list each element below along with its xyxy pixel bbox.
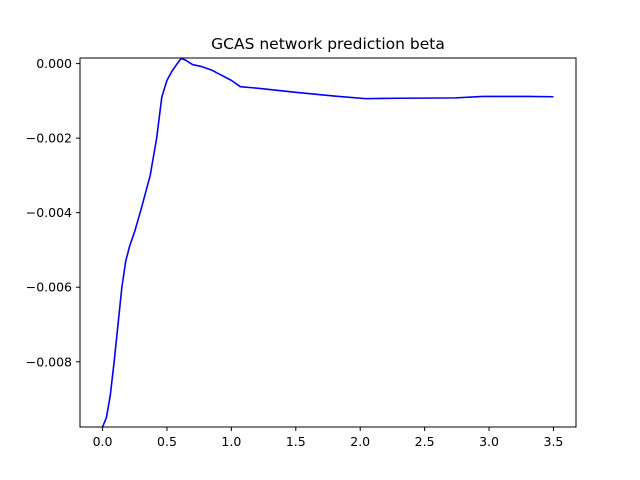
- y-tick-label: −0.008: [26, 354, 72, 369]
- axes-frame: [79, 57, 577, 428]
- y-tick-label: −0.002: [26, 131, 72, 146]
- x-tick-label: 0.5: [157, 434, 177, 449]
- x-tick-label: 1.5: [286, 434, 306, 449]
- chart-title: GCAS network prediction beta: [211, 35, 445, 53]
- series-line-0: [101, 58, 554, 427]
- x-tick-label: 2.5: [415, 434, 435, 449]
- x-tick-label: 3.5: [544, 434, 564, 449]
- x-tick-label: 3.0: [479, 434, 499, 449]
- x-axis: 0.0 0.5 1.0 1.5 2.0 2.5 3.0 3.5: [93, 427, 564, 449]
- x-tick-label: 1.0: [221, 434, 241, 449]
- x-tick-label: 2.0: [350, 434, 370, 449]
- y-tick-label: −0.006: [26, 280, 72, 295]
- y-axis: 0.000 −0.002 −0.004 −0.006 −0.008: [26, 56, 80, 369]
- y-tick-label: 0.000: [36, 56, 72, 71]
- x-tick-label: 0.0: [93, 434, 113, 449]
- plot-area: [101, 58, 554, 427]
- y-tick-label: −0.004: [26, 205, 72, 220]
